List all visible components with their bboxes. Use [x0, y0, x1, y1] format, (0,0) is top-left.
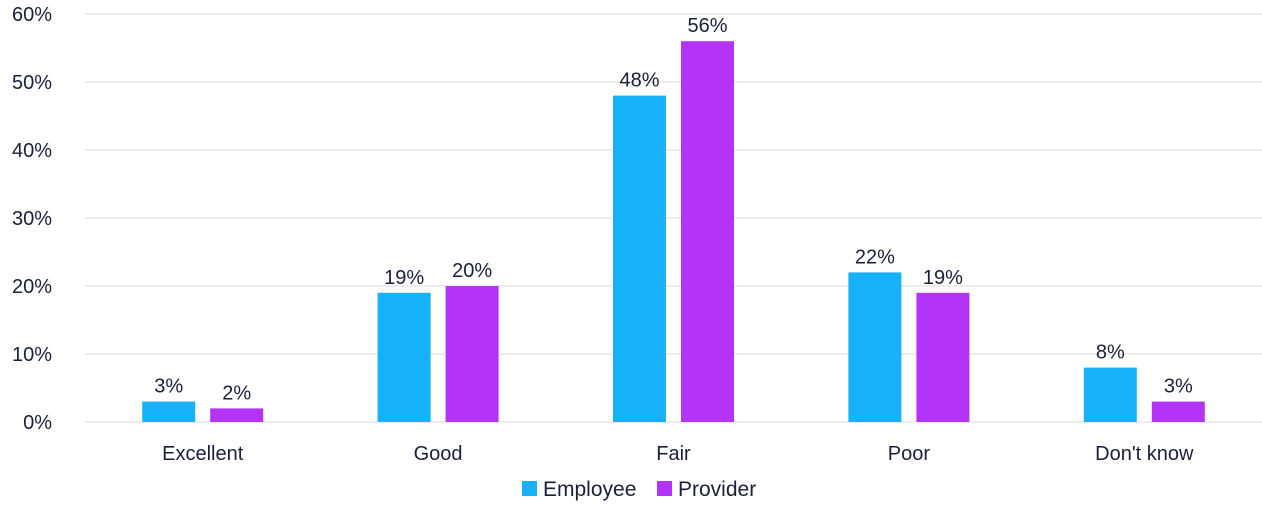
- data-label-provider: 3%: [1164, 376, 1193, 398]
- data-label-provider: 19%: [923, 267, 963, 289]
- x-tick-label: Poor: [888, 443, 931, 465]
- x-tick-label: Good: [414, 443, 463, 465]
- y-tick-label: 20%: [12, 276, 52, 298]
- bar-provider-4: [1151, 401, 1205, 422]
- bar-employee-2: [613, 95, 666, 422]
- y-axis-tick-labels: 0% 10% 20% 30% 40% 50% 60%: [12, 4, 52, 434]
- x-tick-label: Don't know: [1095, 443, 1194, 465]
- bar-employee-3: [848, 272, 902, 422]
- data-label-provider: 2%: [222, 382, 251, 404]
- bars: [142, 41, 1205, 422]
- legend-swatch-employee: [522, 481, 537, 496]
- bar-provider-3: [916, 292, 970, 422]
- y-tick-label: 60%: [12, 4, 52, 26]
- legend-label-provider: Provider: [678, 478, 756, 501]
- data-label-employee: 22%: [855, 246, 895, 268]
- y-tick-label: 50%: [12, 72, 52, 94]
- legend-swatch-provider: [657, 481, 672, 496]
- bar-employee-0: [142, 401, 196, 422]
- data-label-employee: 48%: [619, 70, 659, 92]
- data-label-employee: 3%: [154, 376, 183, 398]
- data-label-provider: 56%: [687, 15, 727, 37]
- data-label-employee: 8%: [1096, 342, 1125, 364]
- bar-provider-2: [681, 41, 734, 422]
- legend-label-employee: Employee: [543, 478, 636, 501]
- y-tick-label: 40%: [12, 140, 52, 162]
- y-tick-label: 0%: [23, 412, 52, 434]
- data-label-employee: 19%: [384, 267, 424, 289]
- x-axis-tick-labels: Excellent Good Fair Poor Don't know: [162, 443, 1194, 465]
- bar-employee-1: [377, 292, 431, 422]
- data-labels: 3% 2% 19% 20% 48% 56% 22% 19% 8% 3%: [154, 15, 1193, 404]
- y-tick-label: 10%: [12, 344, 52, 366]
- bar-provider-0: [210, 408, 264, 422]
- data-label-provider: 20%: [452, 260, 492, 282]
- x-tick-label: Excellent: [162, 443, 244, 465]
- legend: Employee Provider: [522, 478, 756, 501]
- y-tick-label: 30%: [12, 208, 52, 230]
- bar-provider-1: [445, 286, 499, 422]
- x-tick-label: Fair: [656, 443, 691, 465]
- bar-employee-4: [1083, 367, 1137, 422]
- gridlines: [85, 13, 1262, 423]
